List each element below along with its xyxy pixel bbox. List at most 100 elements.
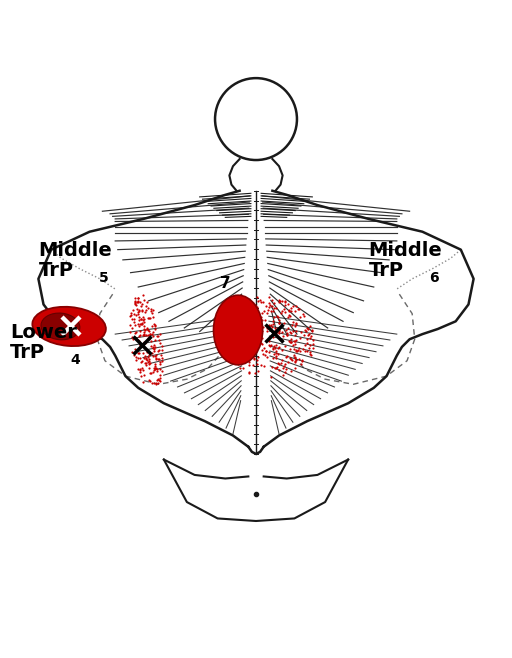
- Point: [126, 320, 134, 330]
- Point: [245, 316, 253, 326]
- Point: [265, 320, 273, 331]
- Point: [155, 345, 163, 355]
- Point: [287, 328, 295, 339]
- Point: [136, 340, 144, 350]
- Point: [240, 305, 248, 316]
- Point: [259, 296, 267, 307]
- Text: TrP: TrP: [10, 343, 45, 363]
- Point: [306, 321, 314, 332]
- Point: [233, 359, 242, 369]
- Point: [275, 315, 283, 325]
- Point: [298, 343, 307, 354]
- Point: [239, 331, 247, 342]
- Text: TrP: TrP: [369, 261, 403, 280]
- Point: [139, 365, 147, 375]
- Point: [297, 358, 305, 368]
- Point: [278, 295, 286, 306]
- Point: [275, 342, 284, 352]
- Point: [254, 338, 262, 349]
- Point: [255, 329, 264, 340]
- Ellipse shape: [214, 295, 263, 365]
- Point: [309, 342, 317, 353]
- Point: [265, 302, 273, 313]
- Point: [238, 345, 246, 355]
- Point: [298, 356, 307, 367]
- Point: [225, 312, 233, 322]
- Point: [227, 357, 235, 367]
- Point: [244, 355, 252, 366]
- Point: [275, 325, 283, 336]
- Point: [307, 325, 315, 336]
- Point: [154, 375, 162, 386]
- Point: [156, 338, 164, 348]
- Point: [255, 295, 264, 305]
- Point: [231, 344, 240, 355]
- Point: [141, 325, 149, 336]
- Point: [291, 301, 300, 311]
- Point: [236, 355, 244, 365]
- Point: [290, 343, 298, 354]
- Point: [227, 324, 236, 334]
- Point: [133, 297, 141, 308]
- Point: [136, 330, 144, 341]
- Point: [281, 296, 289, 307]
- Point: [146, 376, 154, 386]
- Point: [228, 317, 236, 328]
- Point: [135, 311, 143, 322]
- Point: [233, 316, 242, 326]
- Point: [134, 292, 142, 303]
- Point: [274, 311, 283, 322]
- Point: [258, 345, 266, 355]
- Point: [243, 345, 251, 356]
- Point: [138, 318, 146, 329]
- Point: [225, 312, 233, 322]
- Point: [230, 328, 239, 338]
- Point: [306, 349, 314, 359]
- Point: [142, 353, 150, 364]
- Point: [278, 326, 286, 337]
- Point: [269, 343, 277, 354]
- Point: [238, 351, 246, 362]
- Point: [138, 363, 146, 374]
- Point: [132, 310, 140, 320]
- Point: [255, 318, 263, 329]
- Point: [258, 326, 266, 336]
- Point: [281, 307, 289, 318]
- Point: [300, 311, 308, 321]
- Point: [270, 349, 278, 359]
- Point: [244, 298, 252, 309]
- Point: [274, 297, 283, 307]
- Point: [286, 334, 294, 344]
- Point: [155, 374, 163, 385]
- Point: [252, 355, 261, 365]
- Point: [140, 326, 148, 337]
- Point: [254, 365, 263, 376]
- Point: [271, 363, 280, 374]
- Point: [253, 341, 261, 351]
- Point: [241, 305, 249, 315]
- Point: [248, 347, 256, 358]
- Point: [134, 293, 142, 303]
- Point: [131, 328, 139, 338]
- Text: 5: 5: [99, 272, 109, 286]
- Point: [247, 348, 255, 359]
- Point: [273, 322, 282, 333]
- Point: [249, 304, 258, 315]
- Point: [238, 297, 246, 307]
- Point: [305, 328, 313, 339]
- Point: [291, 321, 299, 332]
- Point: [250, 336, 259, 347]
- Point: [273, 362, 281, 372]
- Point: [282, 325, 290, 336]
- Point: [250, 353, 258, 364]
- Point: [255, 332, 263, 342]
- Point: [146, 349, 154, 359]
- Point: [156, 329, 164, 340]
- Point: [145, 359, 153, 370]
- Point: [254, 325, 262, 336]
- Point: [250, 354, 258, 365]
- Point: [147, 347, 156, 358]
- Point: [233, 298, 241, 309]
- Point: [291, 363, 300, 374]
- Point: [149, 367, 157, 377]
